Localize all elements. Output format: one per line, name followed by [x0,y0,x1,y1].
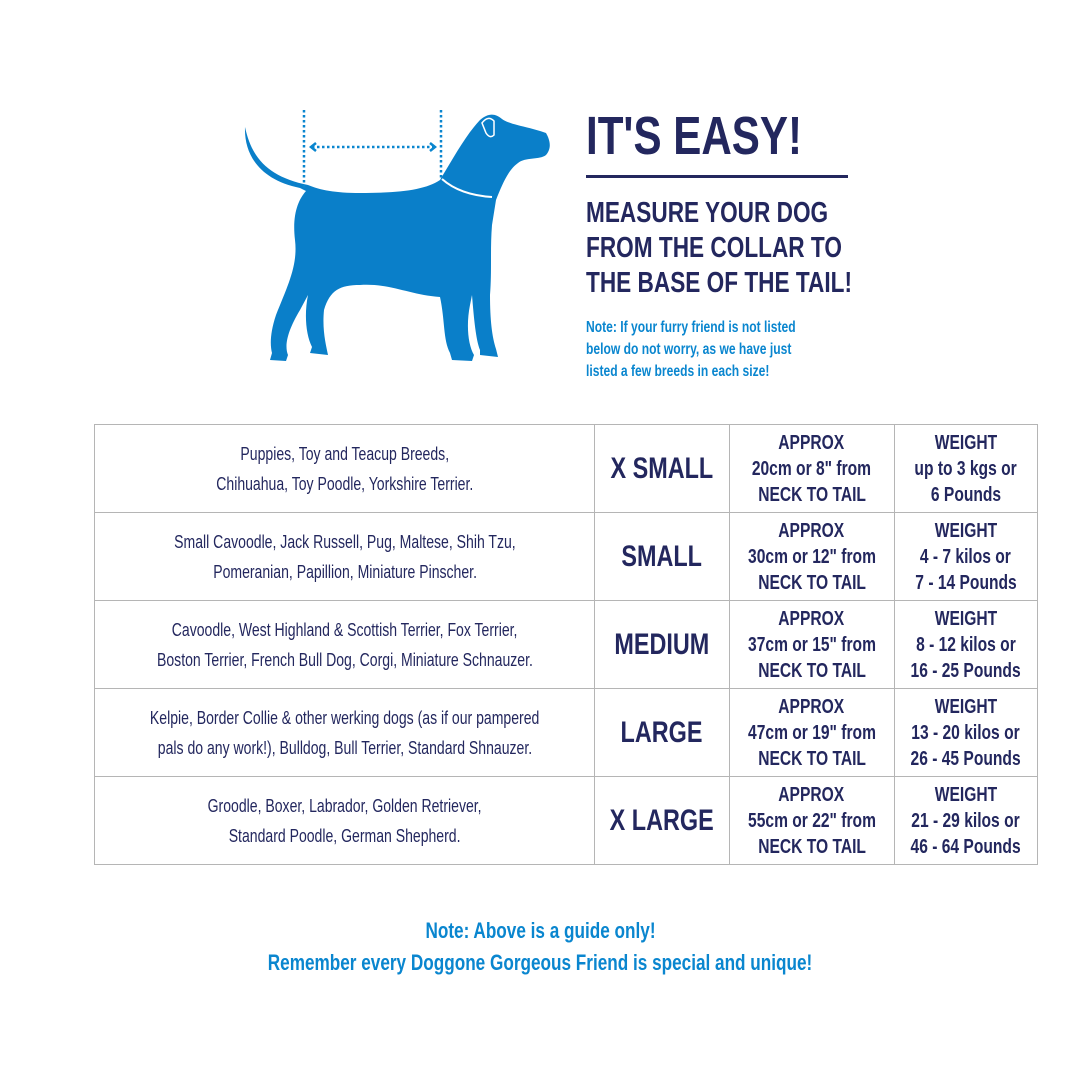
weight-range-text: 6 Pounds [930,483,1001,506]
weight-range-text: 16 - 25 Pounds [910,659,1021,682]
size-chart-table: Puppies, Toy and Teacup Breeds, Chihuahua… [93,424,1038,865]
breed-list: Small Cavoodle, Jack Russell, Pug, Malte… [93,512,596,601]
weight-range: WEIGHT up to 3 kgs or 6 Pounds [893,424,1038,513]
length-range-text: 55cm or 22" from [747,809,876,832]
size-row: Small Cavoodle, Jack Russell, Pug, Malte… [93,512,1038,601]
weight-range-text: 21 - 29 kilos or [911,809,1020,832]
length-range: APPROX 30cm or 12" from NECK TO TAIL [728,512,895,601]
title-divider [586,175,848,178]
weight-range-text: 4 - 7 kilos or [920,545,1012,568]
size-label: MEDIUM [594,600,730,689]
breed-list-text: Groodle, Boxer, Labrador, Golden Retriev… [207,795,482,816]
weight-range: WEIGHT 13 - 20 kilos or 26 - 45 Pounds [893,688,1038,777]
weight-range: WEIGHT 8 - 12 kilos or 16 - 25 Pounds [893,600,1038,689]
breed-list-text: Kelpie, Border Collie & other werking do… [149,707,540,728]
collar-line [441,178,493,198]
size-label: LARGE [594,688,730,777]
size-label: X LARGE [594,776,730,865]
length-range: APPROX 55cm or 22" from NECK TO TAIL [728,776,895,865]
length-range-text: 37cm or 15" from [747,633,876,656]
weight-range-text: WEIGHT [934,695,997,718]
measure-instructions: MEASURE YOUR DOG FROM THE COLLAR TO THE … [586,197,852,299]
size-label-text: X SMALL [610,451,714,485]
length-range-text: 30cm or 12" from [747,545,876,568]
breed-list: Groodle, Boxer, Labrador, Golden Retriev… [93,776,596,865]
weight-range-text: 13 - 20 kilos or [911,721,1020,744]
weight-range-text: WEIGHT [934,783,997,806]
weight-range-text: WEIGHT [934,607,997,630]
size-row: Groodle, Boxer, Labrador, Golden Retriev… [93,776,1038,865]
weight-range-text: WEIGHT [934,431,997,454]
breed-note: Note: If your furry friend is not listed… [586,319,796,380]
size-label-text: SMALL [621,539,703,573]
weight-range: WEIGHT 4 - 7 kilos or 7 - 14 Pounds [893,512,1038,601]
length-range-text: NECK TO TAIL [757,659,866,682]
breed-list-text: Pomeranian, Papillion, Miniature Pinsche… [212,561,477,582]
size-label-text: LARGE [620,715,703,749]
breed-list: Kelpie, Border Collie & other werking do… [93,688,596,777]
breed-list-text: Standard Poodle, German Shepherd. [228,825,461,846]
length-range-text: APPROX [778,607,845,630]
weight-range-text: up to 3 kgs or [914,457,1017,480]
breed-list-text: Small Cavoodle, Jack Russell, Pug, Malte… [173,531,516,552]
size-label-text: MEDIUM [614,627,710,661]
length-range-text: APPROX [778,783,845,806]
ear [481,117,495,138]
length-range-text: NECK TO TAIL [757,571,866,594]
breed-list-text: pals do any work!), Bulldog, Bull Terrie… [157,737,532,758]
length-range-text: 20cm or 8" from [752,457,872,480]
length-range-text: APPROX [778,431,845,454]
size-row: Cavoodle, West Highland & Scottish Terri… [93,600,1038,689]
footer-note: Note: Above is a guide only! Remember ev… [267,918,813,975]
breed-list-text: Chihuahua, Toy Poodle, Yorkshire Terrier… [216,473,474,494]
length-range: APPROX 47cm or 19" from NECK TO TAIL [728,688,895,777]
breed-list: Cavoodle, West Highland & Scottish Terri… [93,600,596,689]
breed-list-text: Cavoodle, West Highland & Scottish Terri… [171,619,518,640]
length-range: APPROX 20cm or 8" from NECK TO TAIL [728,424,895,513]
weight-range-text: 26 - 45 Pounds [910,747,1021,770]
length-range-text: NECK TO TAIL [757,747,866,770]
breed-list: Puppies, Toy and Teacup Breeds, Chihuahua… [93,424,596,513]
length-range: APPROX 37cm or 15" from NECK TO TAIL [728,600,895,689]
size-label-text: X LARGE [609,803,714,837]
weight-range-text: 46 - 64 Pounds [910,835,1021,858]
size-row: Puppies, Toy and Teacup Breeds, Chihuahua… [93,424,1038,513]
size-label: SMALL [594,512,730,601]
size-row: Kelpie, Border Collie & other werking do… [93,688,1038,777]
weight-range: WEIGHT 21 - 29 kilos or 46 - 64 Pounds [893,776,1038,865]
page-title: IT'S EASY! [586,106,802,166]
measurement-arrow [302,110,443,188]
length-range-text: APPROX [778,519,845,542]
length-range-text: 47cm or 19" from [747,721,876,744]
weight-range-text: 8 - 12 kilos or [915,633,1016,656]
length-range-text: APPROX [778,695,845,718]
dog-measurement-illustration [244,110,550,361]
dog-silhouette-icon [244,114,550,361]
weight-range-text: 7 - 14 Pounds [914,571,1017,594]
size-label: X SMALL [594,424,730,513]
breed-list-text: Puppies, Toy and Teacup Breeds, [240,443,449,464]
breed-list-text: Boston Terrier, French Bull Dog, Corgi, … [156,649,533,670]
length-range-text: NECK TO TAIL [757,483,866,506]
length-range-text: NECK TO TAIL [757,835,866,858]
weight-range-text: WEIGHT [934,519,997,542]
